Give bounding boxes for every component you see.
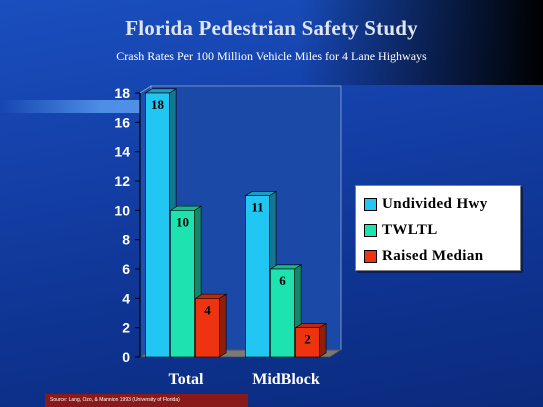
y-tick-label: 8 (122, 232, 130, 248)
bar (245, 195, 270, 358)
data-label: 4 (204, 302, 211, 317)
bar-side (219, 293, 227, 358)
data-label: 2 (304, 332, 311, 347)
chart-legend: Undivided Hwy TWLTL Raised Median (355, 185, 521, 271)
bar (170, 210, 195, 358)
slide-title: Florida Pedestrian Safety Study (125, 16, 418, 40)
source-note: Source: Lang, Ozo, & Mannion 1993 (Unive… (45, 394, 248, 407)
bar (295, 327, 320, 358)
legend-label: Raised Median (382, 247, 484, 264)
y-tick-label: 12 (114, 173, 130, 189)
x-category-label: MidBlock (252, 371, 320, 388)
legend-label: TWLTL (382, 221, 438, 238)
y-tick-label: 16 (114, 114, 130, 130)
legend-item: Raised Median (364, 246, 483, 266)
legend-item: TWLTL (364, 220, 438, 240)
y-tick-label: 10 (114, 202, 130, 218)
legend-item: Undivided Hwy (364, 194, 488, 214)
y-tick-label: 14 (114, 144, 130, 160)
legend-swatch (364, 249, 377, 263)
top-gradient-band (0, 0, 543, 85)
bar (270, 268, 295, 358)
data-label: 10 (176, 214, 189, 229)
y-tick-label: 18 (114, 85, 130, 101)
data-label: 6 (279, 273, 286, 288)
slide-subtitle: Crash Rates Per 100 Million Vehicle Mile… (116, 49, 427, 63)
bar-side (319, 322, 327, 358)
data-label: 18 (151, 97, 165, 112)
legend-swatch (364, 223, 377, 237)
y-tick-label: 4 (122, 290, 130, 306)
y-tick-label: 6 (122, 261, 130, 277)
bar (195, 298, 220, 358)
y-tick-label: 2 (122, 320, 130, 336)
legend-label: Undivided Hwy (382, 195, 488, 212)
x-category-label: Total (169, 371, 205, 388)
data-label: 11 (251, 200, 263, 215)
legend-swatch (364, 197, 377, 211)
bar (145, 92, 170, 358)
plot-area: 0 2 4 6 8 10 12 14 16 18 18 10 4 Total 11 6 2 MidBlock (114, 85, 343, 388)
y-tick-label: 0 (122, 349, 130, 365)
